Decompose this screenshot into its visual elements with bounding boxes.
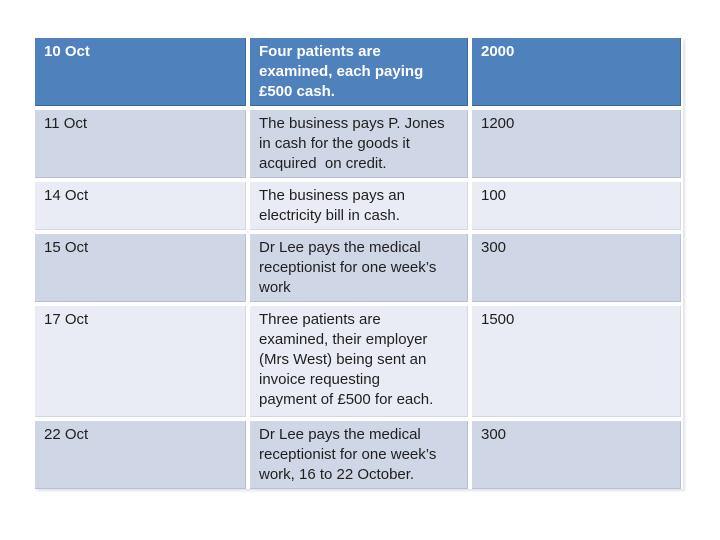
amount-cell: 1500	[472, 306, 681, 417]
description-cell: Four patients are examined, each paying …	[250, 38, 468, 106]
amount-cell: 1200	[472, 110, 681, 178]
description-cell: Dr Lee pays the medical receptionist for…	[250, 421, 468, 489]
description-cell: Dr Lee pays the medical receptionist for…	[250, 234, 468, 302]
date-cell: 17 Oct	[35, 306, 246, 417]
amount-cell: 2000	[472, 38, 681, 106]
transactions-table: 10 Oct Four patients are examined, each …	[35, 38, 683, 489]
date-cell: 10 Oct	[35, 38, 246, 106]
date-cell: 14 Oct	[35, 182, 246, 230]
amount-cell: 300	[472, 421, 681, 489]
description-cell: Three patients are examined, their emplo…	[250, 306, 468, 417]
amount-cell: 100	[472, 182, 681, 230]
date-cell: 11 Oct	[35, 110, 246, 178]
description-cell: The business pays an electricity bill in…	[250, 182, 468, 230]
description-cell: The business pays P. Jones in cash for t…	[250, 110, 468, 178]
amount-cell: 300	[472, 234, 681, 302]
date-cell: 15 Oct	[35, 234, 246, 302]
date-cell: 22 Oct	[35, 421, 246, 489]
